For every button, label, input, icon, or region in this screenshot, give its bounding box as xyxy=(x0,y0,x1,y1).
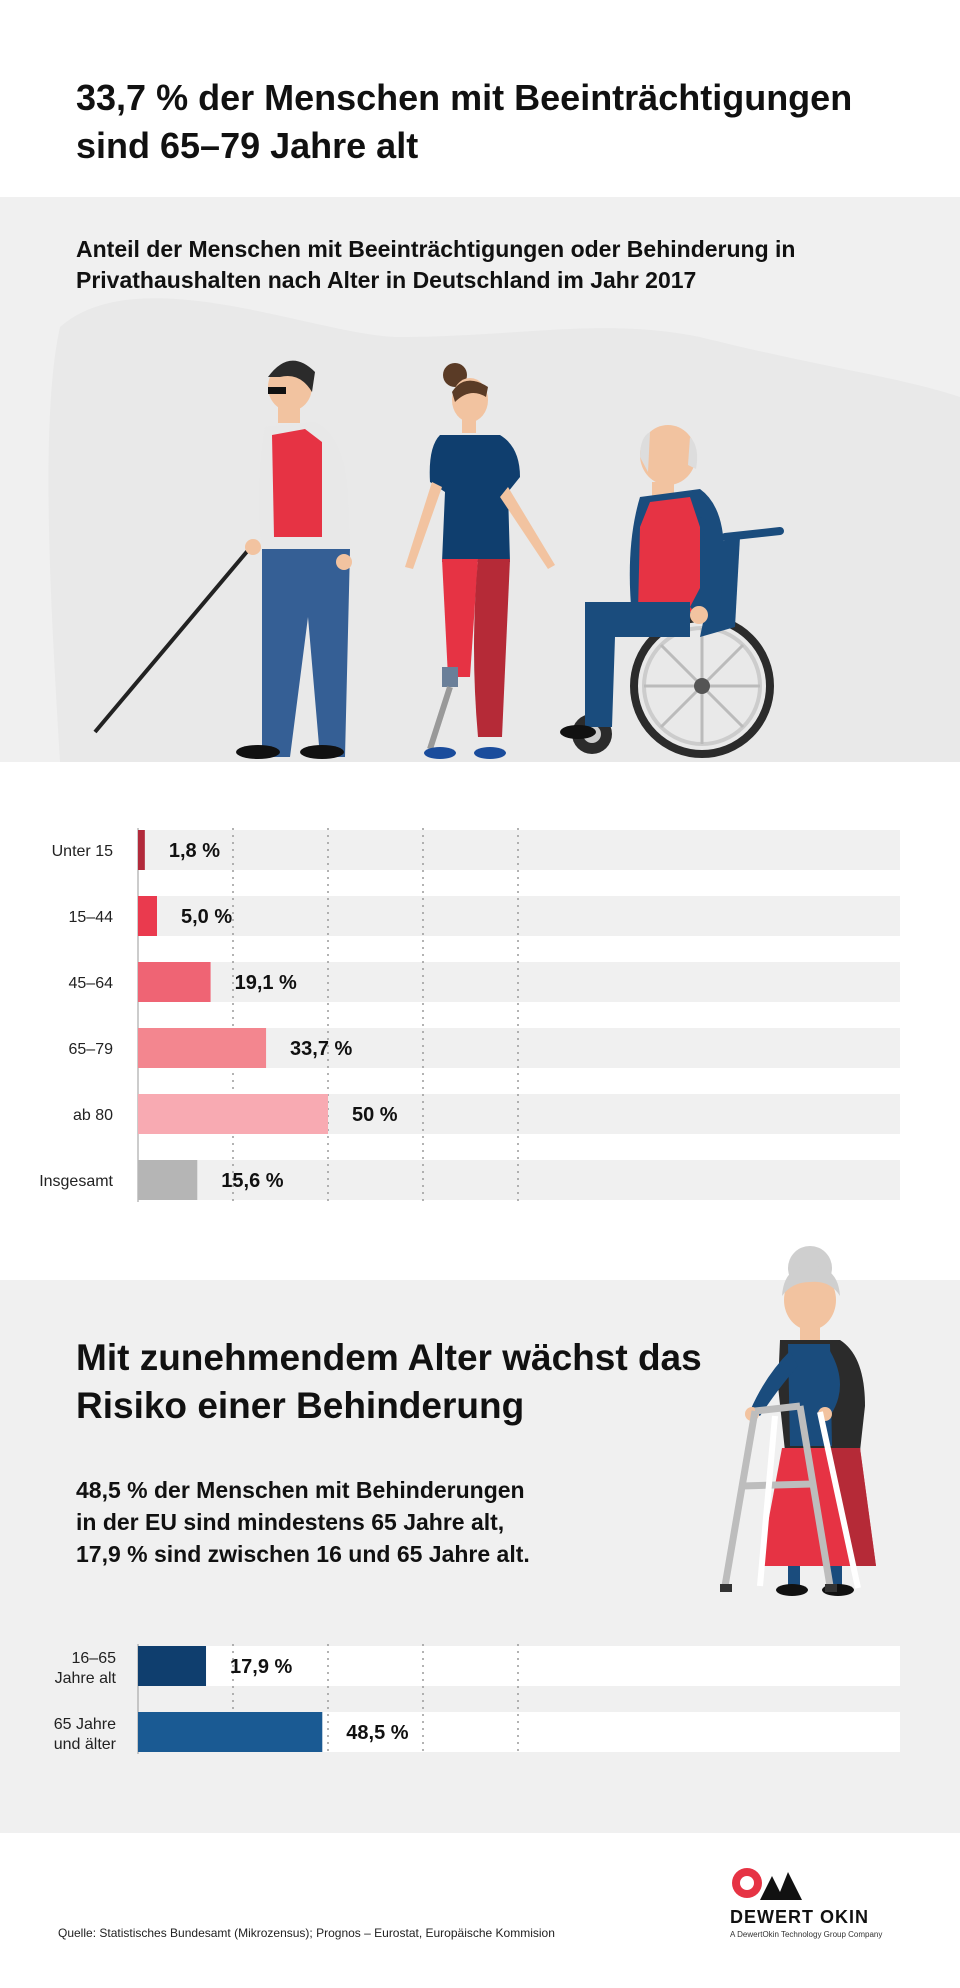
bar xyxy=(138,1094,328,1134)
bar-track xyxy=(138,962,900,1002)
data-label: 5,0 % xyxy=(181,906,232,928)
category-label: und älter xyxy=(54,1736,117,1753)
bar xyxy=(138,1160,198,1200)
page-title: 33,7 % der Menschen mit Beeinträchtigung… xyxy=(76,77,853,166)
category-label: ab 80 xyxy=(73,1107,113,1124)
data-label: 1,8 % xyxy=(169,840,220,862)
category-label: 16–65 xyxy=(72,1650,117,1667)
bar-track xyxy=(138,830,900,870)
eu-age-bar-chart: 17,9 % 16–65 Jahre alt 48,5 % 65 Jahre und äl… xyxy=(54,1644,900,1754)
man-in-wheelchair-figure xyxy=(560,425,784,758)
bar xyxy=(138,1028,267,1068)
paragraph-line: 48,5 % der Menschen mit Behinderungen xyxy=(76,1477,525,1503)
people-illustration xyxy=(48,298,960,762)
bar xyxy=(138,1712,323,1752)
logo-tagline: A DewertOkin Technology Group Company xyxy=(730,1930,883,1939)
brand-logo: DEWERT OKIN A DewertOkin Technology Grou… xyxy=(730,1866,910,1939)
section-heading: Mit zunehmendem Alter wächst das Risiko … xyxy=(76,1337,702,1426)
category-label: Unter 15 xyxy=(52,843,113,860)
bar xyxy=(138,962,211,1002)
data-label: 19,1 % xyxy=(235,972,297,994)
category-label: 65–79 xyxy=(69,1041,114,1058)
category-label: Jahre alt xyxy=(55,1670,117,1687)
logo-name: DEWERT OKIN xyxy=(730,1907,869,1927)
bar xyxy=(138,830,145,870)
data-label: 17,9 % xyxy=(230,1656,292,1678)
bar-track xyxy=(138,1160,900,1200)
man-with-cane-figure xyxy=(93,360,352,759)
woman-with-prosthesis-figure xyxy=(405,363,555,759)
bar-track xyxy=(138,1646,900,1686)
bar xyxy=(138,1646,207,1686)
age-share-bar-chart: 1,8 % Unter 15 5,0 % 15–44 19,1 % 45–64 33,7 %… xyxy=(39,828,900,1202)
data-label: 33,7 % xyxy=(290,1038,352,1060)
source-note: Quelle: Statistisches Bundesamt (Mikroze… xyxy=(58,1926,555,1940)
category-label: 45–64 xyxy=(69,975,114,992)
paragraph-line: 17,9 % sind zwischen 16 und 65 Jahre alt… xyxy=(76,1541,530,1567)
data-label: 15,6 % xyxy=(221,1170,283,1192)
woman-with-walker-figure xyxy=(720,1246,876,1596)
category-label: 15–44 xyxy=(69,909,114,926)
dewert-okin-logo-icon xyxy=(732,1868,802,1900)
section-paragraph: 48,5 % der Menschen mit Behinderungen in… xyxy=(76,1474,676,1570)
data-label: 50 % xyxy=(352,1104,398,1126)
bar xyxy=(138,896,157,936)
paragraph-line: in der EU sind mindestens 65 Jahre alt, xyxy=(76,1509,505,1535)
bar-track xyxy=(138,896,900,936)
chart-subtitle: Anteil der Menschen mit Beeinträchtigung… xyxy=(76,236,796,293)
category-label: 65 Jahre xyxy=(54,1716,116,1733)
data-label: 48,5 % xyxy=(346,1722,408,1744)
category-label: Insgesamt xyxy=(39,1173,113,1190)
